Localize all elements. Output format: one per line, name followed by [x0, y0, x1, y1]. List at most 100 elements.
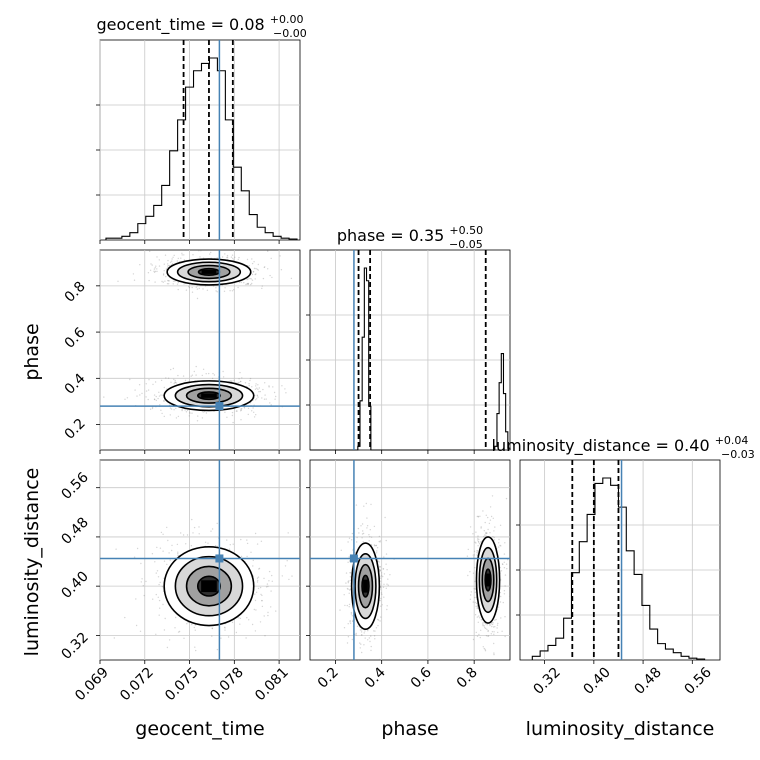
sample-point — [474, 596, 476, 599]
sample-point — [163, 629, 166, 631]
sample-point — [491, 625, 493, 628]
sample-point — [212, 372, 214, 375]
sample-point — [239, 623, 241, 625]
sample-point — [213, 374, 216, 376]
sample-point — [386, 583, 388, 585]
sample-point — [379, 541, 381, 543]
sample-point — [474, 601, 476, 604]
sample-point — [177, 257, 179, 260]
sample-point — [224, 411, 226, 413]
sample-point — [477, 621, 479, 623]
sample-point — [346, 604, 348, 607]
sample-point — [250, 278, 252, 280]
xtick-label: 0.48 — [631, 665, 664, 698]
sample-point — [170, 368, 172, 371]
sample-point — [345, 582, 347, 584]
sample-point — [229, 380, 231, 382]
sample-point — [347, 623, 349, 625]
sample-point — [208, 372, 210, 375]
hist-step — [105, 57, 298, 240]
panel-hist-luminosity-distance — [516, 459, 721, 664]
sample-point — [493, 631, 495, 633]
sample-point — [175, 382, 177, 384]
sample-point — [480, 629, 482, 631]
sample-point — [498, 538, 500, 541]
sample-point — [169, 261, 172, 263]
sample-point — [377, 619, 380, 621]
sample-point — [485, 635, 488, 637]
sample-point — [477, 550, 479, 552]
sample-point — [370, 645, 372, 648]
sample-point — [158, 583, 160, 586]
injection-marker — [215, 402, 224, 411]
sample-point — [254, 593, 256, 595]
sample-point — [504, 585, 506, 587]
xtick-label: 0.32 — [530, 665, 563, 698]
sample-point — [206, 289, 209, 291]
sample-point — [472, 554, 474, 556]
sample-point — [185, 543, 187, 545]
sample-point — [152, 598, 154, 600]
sample-point — [195, 649, 197, 652]
sample-point — [177, 631, 180, 633]
sample-point — [135, 598, 137, 600]
sample-point — [482, 625, 484, 627]
sample-point — [485, 533, 487, 535]
sample-point — [215, 290, 217, 292]
panel-content — [103, 250, 293, 424]
injection-marker — [349, 554, 358, 563]
sample-point — [345, 572, 348, 574]
sample-point — [383, 556, 385, 558]
sample-point — [373, 544, 376, 546]
sample-point — [159, 404, 161, 406]
sample-point — [181, 409, 183, 412]
sample-point — [226, 254, 229, 257]
sample-point — [383, 583, 385, 585]
sample-point — [503, 593, 506, 595]
sample-point — [159, 607, 161, 609]
sample-point — [486, 532, 488, 534]
sample-point — [267, 250, 269, 252]
xlabel-geocent-time: geocent_time — [135, 718, 264, 740]
sample-point — [196, 297, 199, 300]
sample-point — [376, 550, 378, 552]
sample-point — [380, 592, 383, 594]
sample-point — [500, 545, 502, 547]
sample-point — [152, 383, 154, 386]
sample-point — [375, 552, 378, 554]
sample-point — [222, 376, 225, 378]
sample-point — [240, 408, 242, 410]
sample-point — [193, 626, 195, 629]
sample-point — [171, 549, 173, 552]
sample-point — [192, 254, 194, 256]
sample-point — [494, 619, 496, 621]
sample-point — [216, 648, 219, 651]
sample-point — [195, 374, 197, 376]
sample-point — [155, 265, 157, 267]
sample-point — [350, 611, 353, 614]
sample-point — [380, 586, 382, 588]
title-phase-sub: −0.05 — [449, 238, 483, 251]
sample-point — [240, 538, 242, 541]
sample-point — [469, 571, 471, 573]
sample-point — [484, 668, 485, 669]
sample-point — [379, 599, 381, 602]
sample-point — [472, 572, 475, 574]
sample-point — [482, 510, 484, 512]
sample-point — [158, 614, 160, 616]
sample-point — [248, 384, 250, 387]
sample-point — [153, 268, 156, 270]
sample-point — [477, 540, 480, 543]
sample-point — [211, 635, 213, 637]
sample-point — [255, 267, 257, 270]
sample-point — [273, 391, 276, 394]
sample-point — [488, 522, 491, 525]
sample-point — [232, 257, 234, 260]
sample-point — [177, 551, 179, 553]
sample-point — [230, 256, 233, 258]
sample-point — [351, 539, 353, 541]
sample-point — [347, 561, 349, 563]
sample-point — [177, 281, 180, 284]
sample-point — [476, 606, 479, 608]
injection-marker — [215, 554, 224, 563]
